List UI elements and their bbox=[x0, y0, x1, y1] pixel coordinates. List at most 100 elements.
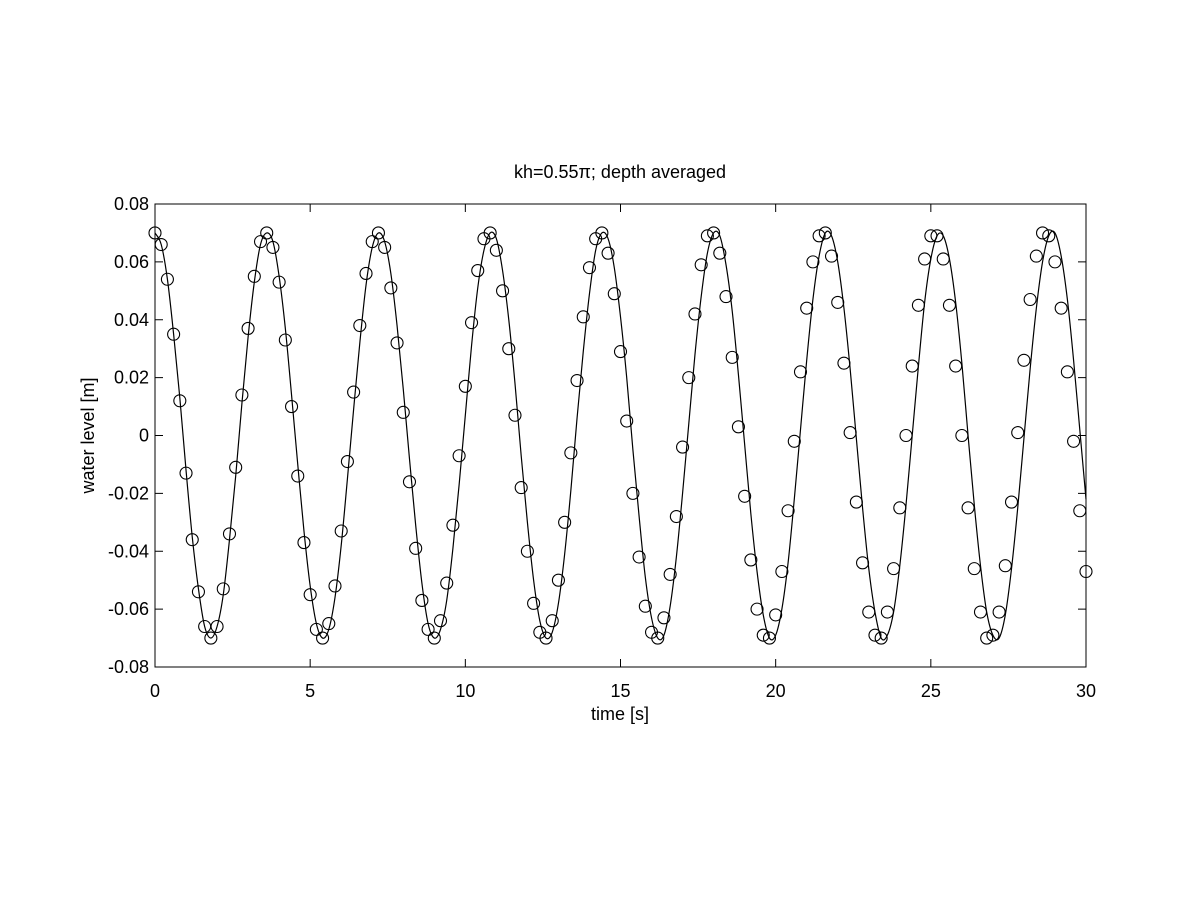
data-point bbox=[651, 631, 665, 645]
data-point bbox=[297, 536, 311, 550]
data-point bbox=[924, 229, 938, 243]
data-point bbox=[1017, 353, 1031, 367]
data-point bbox=[707, 226, 721, 240]
data-point bbox=[471, 264, 485, 278]
data-point bbox=[856, 556, 870, 570]
data-point bbox=[1011, 426, 1025, 440]
data-point bbox=[173, 394, 187, 408]
data-point bbox=[601, 246, 615, 260]
data-point bbox=[210, 619, 224, 634]
data-point bbox=[893, 501, 907, 515]
data-point bbox=[831, 295, 845, 309]
data-point bbox=[309, 622, 323, 636]
y-tick-label: 0.04 bbox=[114, 310, 149, 330]
data-point bbox=[713, 246, 727, 260]
data-point bbox=[216, 582, 230, 596]
data-point bbox=[502, 342, 516, 356]
data-point bbox=[229, 460, 243, 474]
data-point bbox=[905, 359, 919, 373]
data-point bbox=[824, 249, 839, 263]
data-point bbox=[887, 562, 901, 576]
data-point bbox=[849, 495, 863, 509]
data-point bbox=[1023, 292, 1037, 307]
data-point bbox=[291, 469, 305, 483]
data-point bbox=[663, 567, 677, 581]
data-point bbox=[558, 515, 572, 529]
data-point bbox=[402, 475, 417, 489]
data-point bbox=[750, 602, 764, 616]
data-point bbox=[303, 588, 317, 602]
x-tick-label: 0 bbox=[150, 681, 160, 701]
data-point bbox=[452, 449, 466, 463]
data-point bbox=[700, 229, 714, 243]
data-point bbox=[167, 327, 181, 341]
data-point bbox=[1036, 226, 1050, 240]
data-point bbox=[843, 426, 857, 440]
data-point bbox=[806, 255, 820, 269]
data-point bbox=[191, 585, 205, 599]
data-point bbox=[390, 336, 404, 350]
x-axis-label: time [s] bbox=[591, 704, 649, 724]
data-point bbox=[427, 631, 441, 645]
data-point bbox=[446, 518, 460, 532]
data-point bbox=[638, 599, 652, 613]
x-tick-label: 15 bbox=[610, 681, 630, 701]
data-point bbox=[551, 573, 565, 587]
y-tick-label: 0.06 bbox=[114, 252, 149, 272]
x-tick-label: 10 bbox=[455, 681, 475, 701]
data-point bbox=[837, 356, 851, 370]
data-point bbox=[433, 614, 448, 628]
data-point bbox=[874, 631, 888, 645]
data-point bbox=[464, 316, 479, 330]
chart-title: kh=0.55π; depth averaged bbox=[514, 162, 726, 182]
data-point bbox=[247, 269, 261, 283]
data-point bbox=[204, 631, 218, 645]
data-point bbox=[868, 628, 882, 642]
data-point bbox=[148, 226, 162, 240]
data-point bbox=[899, 428, 913, 443]
data-point bbox=[719, 290, 733, 304]
x-tick-label: 20 bbox=[766, 681, 786, 701]
data-point bbox=[340, 454, 354, 469]
data-point bbox=[918, 252, 932, 266]
data-point bbox=[669, 509, 683, 524]
data-point bbox=[986, 628, 1000, 642]
data-point bbox=[992, 605, 1006, 619]
data-point bbox=[1060, 365, 1074, 379]
data-point bbox=[272, 275, 286, 289]
data-point bbox=[657, 611, 671, 625]
data-point bbox=[762, 631, 777, 645]
data-point bbox=[1004, 495, 1019, 509]
data-point bbox=[160, 272, 174, 286]
y-tick-label: -0.02 bbox=[108, 483, 149, 503]
y-axis-label: water level [m] bbox=[78, 377, 98, 494]
data-point bbox=[570, 373, 584, 388]
data-point bbox=[483, 226, 497, 240]
data-point bbox=[539, 631, 553, 645]
data-point bbox=[154, 237, 168, 252]
data-point bbox=[1073, 504, 1087, 518]
data-point bbox=[756, 628, 770, 642]
data-point bbox=[371, 226, 385, 240]
data-point bbox=[862, 605, 876, 619]
data-point bbox=[738, 489, 752, 503]
data-point bbox=[1029, 249, 1043, 263]
data-point bbox=[812, 229, 826, 243]
data-point bbox=[961, 501, 975, 515]
data-point bbox=[396, 405, 410, 419]
data-point bbox=[793, 365, 808, 379]
data-point bbox=[235, 388, 249, 402]
data-point bbox=[334, 524, 348, 538]
y-tick-label: -0.04 bbox=[108, 541, 149, 561]
data-point bbox=[1054, 301, 1068, 315]
data-point bbox=[489, 243, 503, 257]
data-point bbox=[508, 408, 522, 422]
data-point bbox=[384, 281, 398, 295]
data-point bbox=[1042, 229, 1056, 243]
data-point bbox=[322, 617, 336, 631]
data-point bbox=[930, 229, 944, 243]
data-point bbox=[241, 321, 255, 335]
x-tick-label: 30 bbox=[1076, 681, 1096, 701]
